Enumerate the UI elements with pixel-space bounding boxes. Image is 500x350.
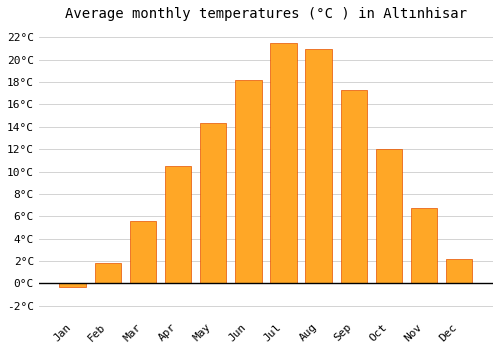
- Bar: [200, 124, 226, 283]
- Bar: [130, 221, 156, 283]
- Bar: [235, 80, 262, 283]
- Bar: [306, 49, 332, 283]
- Bar: [340, 90, 367, 283]
- Bar: [446, 259, 472, 283]
- Bar: [60, 283, 86, 287]
- Bar: [411, 208, 438, 283]
- Bar: [165, 166, 191, 283]
- Bar: [94, 263, 121, 283]
- Bar: [376, 149, 402, 283]
- Title: Average monthly temperatures (°C ) in Altınhisar: Average monthly temperatures (°C ) in Al…: [65, 7, 467, 21]
- Bar: [270, 43, 296, 283]
